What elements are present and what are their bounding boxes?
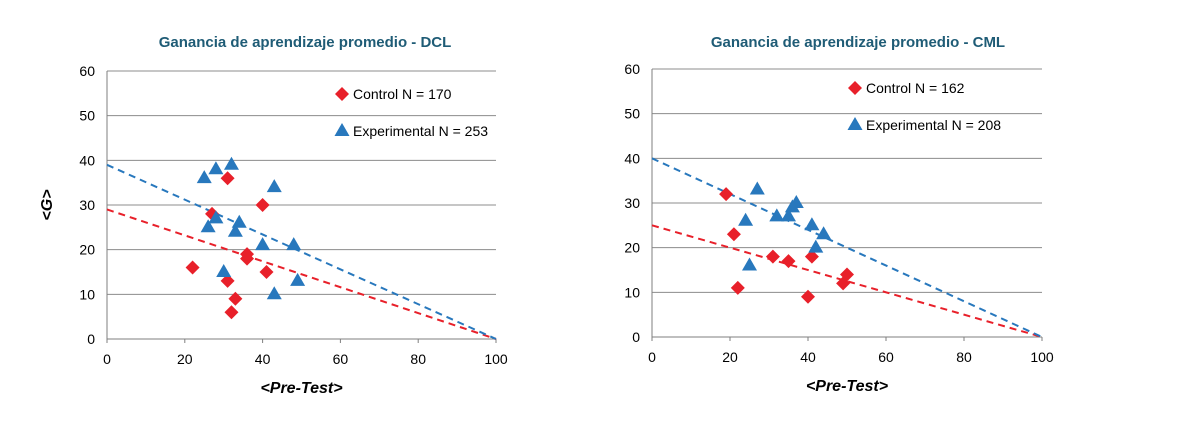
x-tick-label: 40 xyxy=(800,349,816,365)
x-tick-label: 20 xyxy=(177,351,193,367)
data-point-experimental xyxy=(781,208,796,222)
y-tick-label: 20 xyxy=(79,242,95,258)
data-point-control xyxy=(228,291,243,306)
data-point-experimental xyxy=(769,208,785,222)
data-point-control xyxy=(726,227,741,242)
data-point-experimental xyxy=(223,156,239,170)
data-point-experimental xyxy=(255,237,271,251)
chart-title: Ganancia de aprendizaje promedio - DCL xyxy=(159,34,452,51)
chart-dcl-svg: Ganancia de aprendizaje promedio - DCL 0 1… xyxy=(39,34,508,397)
data-point-experimental xyxy=(208,161,224,175)
legend-label-experimental: Experimental N = 253 xyxy=(353,123,488,139)
data-point-experimental xyxy=(816,226,832,240)
x-tick-label: 80 xyxy=(410,351,426,367)
data-point-control xyxy=(240,247,255,262)
data-point-experimental xyxy=(290,272,306,286)
trendline-experimental xyxy=(106,163,497,340)
chart-cml-svg: Ganancia de aprendizaje promedio - CML 0 1… xyxy=(582,34,1054,395)
trendline-control xyxy=(106,208,497,340)
data-point-experimental xyxy=(216,263,232,277)
x-tick-label: 100 xyxy=(1030,349,1054,365)
y-axis-label: <G> xyxy=(39,189,56,220)
y-tick-label: 10 xyxy=(624,284,640,300)
y-tick-label: 30 xyxy=(624,195,640,211)
data-point-experimental xyxy=(266,179,282,193)
y-tick-label: 40 xyxy=(624,150,640,166)
legend-marker-control xyxy=(335,87,349,101)
x-axis-label: <Pre-Test> xyxy=(260,380,342,397)
legend-marker-control xyxy=(848,81,862,95)
data-point-experimental xyxy=(208,210,224,224)
data-point-control xyxy=(255,198,270,212)
data-point-control xyxy=(730,280,745,295)
legend-marker-experimental xyxy=(334,122,350,136)
y-tick-label: 30 xyxy=(79,197,95,213)
x-tick-label: 20 xyxy=(722,349,738,365)
legend-label-control: Control N = 170 xyxy=(353,86,452,102)
y-tick-label: 20 xyxy=(624,240,640,256)
data-point-control xyxy=(765,249,780,264)
x-tick-label: 60 xyxy=(333,351,349,367)
data-point-experimental xyxy=(196,170,212,184)
x-axis-label: <Pre-Test> xyxy=(806,378,888,395)
data-point-experimental xyxy=(200,219,216,233)
legend-label-control: Control N = 162 xyxy=(866,80,965,96)
x-tick-label: 0 xyxy=(103,351,111,367)
x-tick-label: 100 xyxy=(484,351,508,367)
data-point-control xyxy=(220,273,235,288)
data-point-experimental xyxy=(231,214,247,228)
data-point-experimental xyxy=(738,212,754,226)
trendline-control xyxy=(651,224,1043,338)
data-point-experimental xyxy=(227,223,243,237)
x-tick-label: 60 xyxy=(878,349,894,365)
y-tick-label: 10 xyxy=(79,286,95,302)
data-point-experimental xyxy=(742,257,757,271)
data-point-control xyxy=(719,187,734,202)
data-point-experimental xyxy=(808,239,824,253)
data-point-control xyxy=(840,267,854,282)
x-tick-label: 0 xyxy=(648,349,656,365)
data-point-control xyxy=(185,260,200,275)
y-tick-label: 50 xyxy=(624,106,640,122)
chart-title: Ganancia de aprendizaje promedio - CML xyxy=(711,34,1005,51)
data-point-experimental xyxy=(286,237,302,251)
data-point-experimental xyxy=(804,217,820,231)
data-point-control xyxy=(801,289,815,304)
data-point-experimental xyxy=(749,181,765,195)
data-point-control xyxy=(224,305,239,320)
data-point-experimental xyxy=(266,286,282,300)
y-tick-label: 60 xyxy=(624,61,640,77)
data-point-experimental xyxy=(788,194,804,208)
x-tick-label: 40 xyxy=(255,351,271,367)
legend-marker-experimental xyxy=(847,116,863,130)
y-tick-label: 50 xyxy=(79,108,95,124)
y-tick-label: 40 xyxy=(79,152,95,168)
y-tick-label: 0 xyxy=(632,329,640,345)
data-point-control xyxy=(804,249,819,264)
y-tick-label: 0 xyxy=(87,331,95,347)
legend-label-experimental: Experimental N = 208 xyxy=(866,117,1001,133)
chart-cml: Ganancia de aprendizaje promedio - CML 0 1… xyxy=(582,0,1199,429)
x-tick-label: 80 xyxy=(956,349,972,365)
chart-dcl: Ganancia de aprendizaje promedio - DCL 0 1… xyxy=(0,0,600,429)
y-tick-label: 60 xyxy=(79,63,95,79)
data-point-control xyxy=(220,171,235,186)
data-point-control xyxy=(781,254,796,269)
data-point-control xyxy=(259,265,274,279)
